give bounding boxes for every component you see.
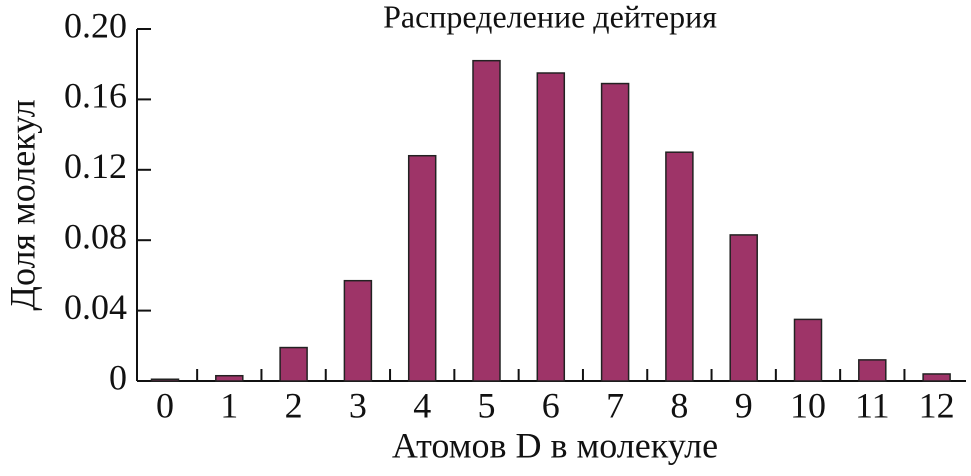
y-tick-label: 0 — [109, 357, 127, 397]
bar — [472, 59, 501, 382]
x-tick-label: 11 — [855, 385, 890, 425]
x-tick-label: 6 — [542, 385, 560, 425]
x-tick-label: 7 — [606, 385, 624, 425]
x-tick-label: 4 — [413, 385, 431, 425]
chart-title: Распределение дейтерия — [383, 0, 717, 34]
y-axis-label: Доля молекул — [2, 99, 42, 310]
y-tick-label: 0.08 — [64, 216, 127, 256]
bar — [922, 373, 951, 382]
bar — [536, 72, 566, 382]
x-tick-label: 10 — [790, 385, 826, 425]
bar — [665, 151, 694, 382]
bar — [150, 378, 180, 382]
bar — [407, 154, 437, 382]
y-tick-label: 0.16 — [64, 76, 127, 116]
x-tick-label: 12 — [919, 385, 955, 425]
x-tick-label: 2 — [285, 385, 303, 425]
x-tick-label: 0 — [156, 385, 174, 425]
bar — [279, 346, 308, 382]
x-tick-label: 8 — [670, 385, 688, 425]
y-tick-label: 0.04 — [64, 287, 127, 327]
x-tick-label: 3 — [349, 385, 367, 425]
bar — [858, 359, 887, 382]
y-tick-label: 0.12 — [64, 146, 127, 186]
x-tick-label: 1 — [220, 385, 238, 425]
bar — [793, 318, 823, 382]
y-tick-label: 0.20 — [64, 5, 127, 45]
x-tick-label: 5 — [478, 385, 496, 425]
bar — [600, 82, 630, 382]
bar — [343, 279, 373, 382]
bar — [215, 374, 244, 382]
x-tick-label: 9 — [735, 385, 753, 425]
x-axis-label: Атомов D в молекуле — [392, 425, 718, 465]
bar — [729, 234, 758, 382]
